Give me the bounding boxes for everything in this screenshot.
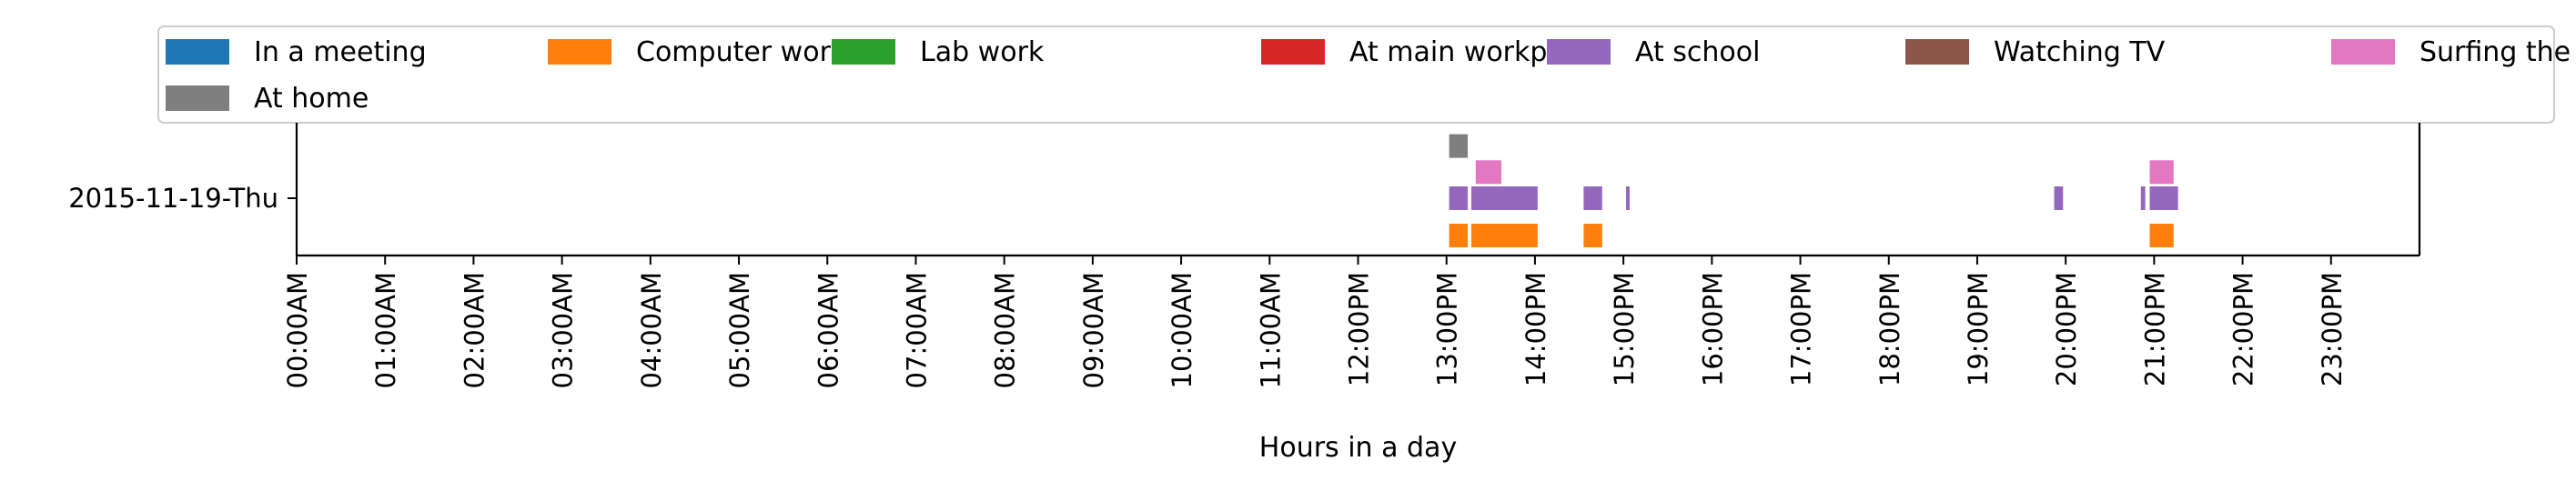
legend-swatch-computer-work [548,39,611,65]
bar-surfing-the-internet-1 [2149,160,2174,185]
legend-label-in-a-meeting: In a meeting [254,36,427,68]
legend-swatch-in-a-meeting [166,39,229,65]
legend-swatch-surfing-the-internet [2331,39,2395,65]
bar-at-home-0 [1449,134,1469,158]
x-tick-label-4: 04:00AM [636,272,667,388]
x-tick-label-22: 22:00PM [2228,272,2259,386]
plot-area [295,123,2421,257]
y-category-label: 2015-11-19-Thu [68,183,278,214]
bar-computer-work-0 [1449,224,1469,247]
x-tick-label-14: 14:00PM [1520,272,1551,386]
bar-at-school-3 [1626,186,1630,210]
x-tick-label-7: 07:00AM [901,272,932,388]
legend-swatch-at-main-workplace [1261,39,1325,65]
x-tick-label-15: 15:00PM [1609,272,1640,386]
bar-at-school-6 [2149,186,2178,210]
x-tick-label-5: 05:00AM [724,272,755,388]
x-tick-label-8: 08:00AM [990,272,1021,388]
bar-at-school-2 [1583,186,1602,210]
x-axis-title: Hours in a day [1259,432,1457,464]
legend-swatch-lab-work [832,39,895,65]
bar-surfing-the-internet-0 [1475,160,1501,185]
x-tick-label-18: 18:00PM [1874,272,1905,386]
x-tick-label-10: 10:00AM [1167,272,1197,388]
x-tick-label-21: 21:00PM [2139,272,2170,386]
legend-label-watching-tv: Watching TV [1994,36,2166,68]
x-tick-label-12: 12:00PM [1344,272,1375,386]
legend: In a meeting Computer work Lab work At main… [157,25,2576,124]
x-axis: 00:00AM 01:00AM 02:00AM 03:00AM 04:00AM 05:00… [282,256,2348,388]
x-tick-label-0: 00:00AM [282,272,313,388]
bar-computer-work-1 [1470,224,1538,247]
bar-at-school-0 [1449,186,1469,210]
bar-computer-work-2 [1583,224,1602,247]
legend-label-computer-work: Computer work [636,36,847,68]
legend-label-lab-work: Lab work [920,36,1045,68]
y-axis: 2015-11-19-Thu [68,183,297,214]
x-tick-label-23: 23:00PM [2317,272,2348,386]
legend-swatch-at-school [1547,39,1611,65]
legend-label-at-home: At home [254,83,369,115]
x-tick-label-20: 20:00PM [2051,272,2082,386]
bar-at-school-1 [1470,186,1538,210]
x-tick-label-3: 03:00AM [548,272,579,388]
x-tick-label-17: 17:00PM [1786,272,1817,386]
x-tick-label-1: 01:00AM [370,272,401,388]
x-tick-label-16: 16:00PM [1697,272,1728,386]
bar-at-school-4 [2054,186,2064,210]
bar-at-school-5 [2140,186,2146,210]
x-tick-label-11: 11:00AM [1255,272,1286,388]
x-tick-label-6: 06:00AM [813,272,844,388]
x-tick-label-9: 09:00AM [1078,272,1109,388]
legend-swatch-watching-tv [1905,39,1969,65]
x-tick-label-13: 13:00PM [1432,272,1463,386]
legend-label-at-school: At school [1635,36,1760,68]
x-tick-label-2: 02:00AM [459,272,490,388]
x-tick-label-19: 19:00PM [1963,272,1994,386]
legend-swatch-at-home [166,85,229,111]
legend-label-surfing-the-internet: Surfing the internet [2419,36,2576,68]
bar-computer-work-3 [2149,224,2174,247]
